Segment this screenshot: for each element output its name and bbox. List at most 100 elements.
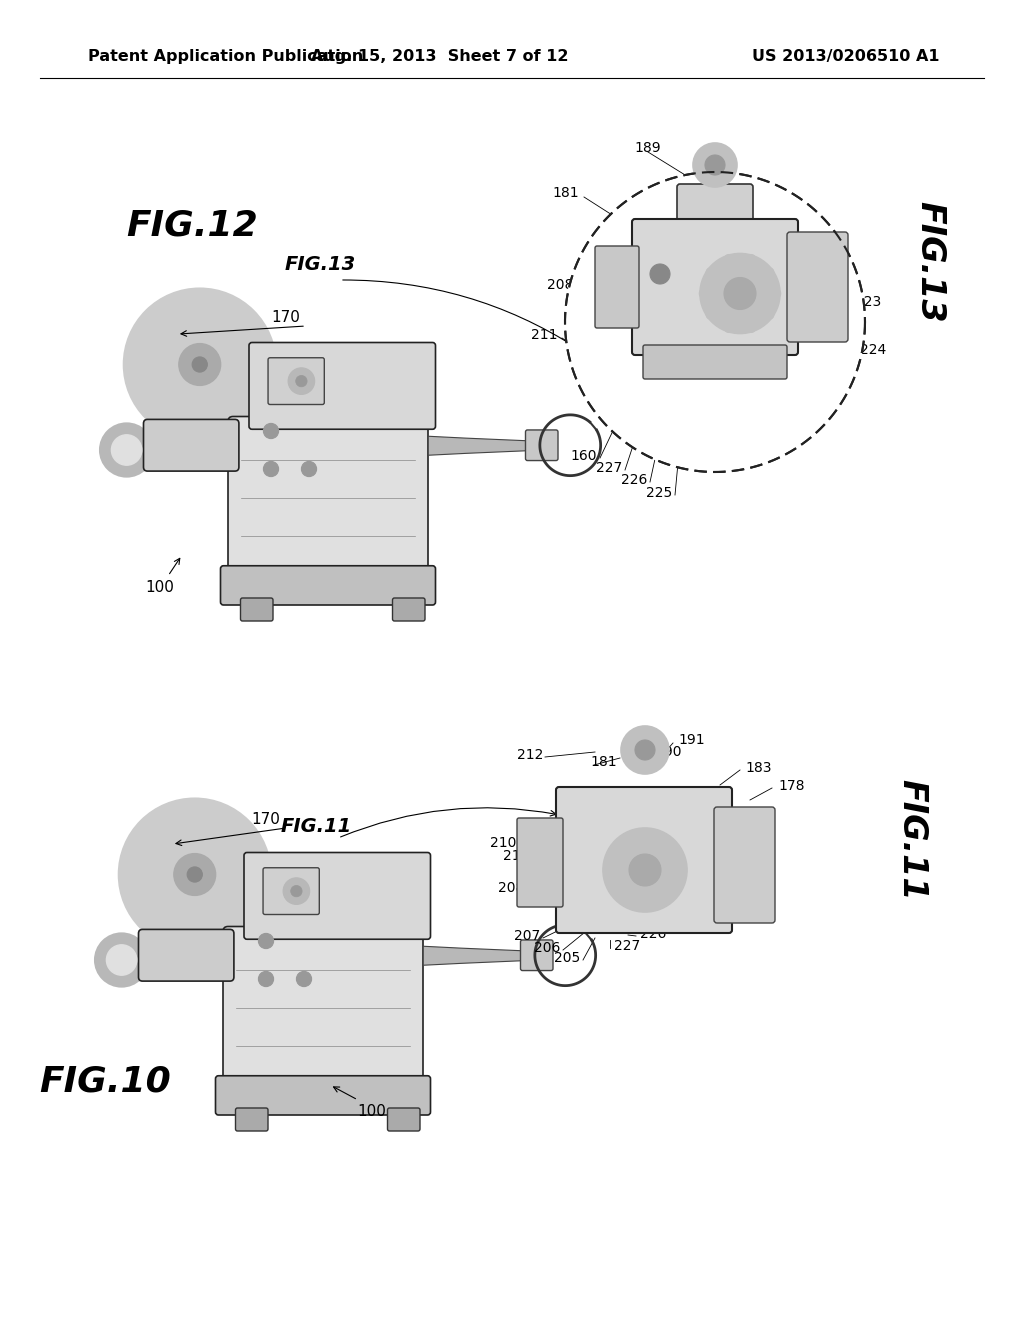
Text: 224: 224 bbox=[860, 343, 886, 356]
Text: Patent Application Publication: Patent Application Publication bbox=[88, 49, 364, 63]
Circle shape bbox=[629, 854, 662, 886]
Circle shape bbox=[629, 830, 639, 840]
Circle shape bbox=[651, 830, 662, 840]
FancyBboxPatch shape bbox=[215, 1076, 430, 1115]
Text: 210: 210 bbox=[489, 836, 516, 850]
Circle shape bbox=[699, 289, 709, 298]
Circle shape bbox=[258, 972, 273, 986]
Text: 226: 226 bbox=[621, 473, 647, 487]
FancyBboxPatch shape bbox=[520, 940, 553, 970]
FancyBboxPatch shape bbox=[392, 598, 425, 620]
Circle shape bbox=[771, 289, 781, 298]
FancyBboxPatch shape bbox=[249, 342, 435, 429]
Circle shape bbox=[629, 900, 639, 911]
Circle shape bbox=[565, 172, 865, 473]
Circle shape bbox=[693, 143, 737, 187]
Text: 224: 224 bbox=[590, 859, 616, 873]
Circle shape bbox=[764, 268, 774, 277]
Text: 160: 160 bbox=[570, 449, 597, 463]
Circle shape bbox=[746, 255, 756, 264]
FancyBboxPatch shape bbox=[677, 183, 753, 222]
Text: 100: 100 bbox=[357, 1105, 386, 1119]
Text: 226: 226 bbox=[640, 927, 667, 941]
Circle shape bbox=[724, 277, 756, 309]
Text: 216: 216 bbox=[720, 891, 746, 906]
Text: 189: 189 bbox=[635, 141, 662, 154]
Circle shape bbox=[603, 865, 613, 875]
Text: FIG.13: FIG.13 bbox=[913, 201, 946, 323]
FancyBboxPatch shape bbox=[714, 807, 775, 923]
Text: 170: 170 bbox=[252, 813, 281, 828]
Circle shape bbox=[650, 264, 670, 284]
Text: 181: 181 bbox=[552, 186, 579, 201]
Circle shape bbox=[610, 843, 621, 853]
Text: 100: 100 bbox=[145, 581, 174, 595]
Circle shape bbox=[179, 343, 220, 385]
FancyBboxPatch shape bbox=[595, 246, 639, 327]
Circle shape bbox=[263, 462, 279, 477]
Text: 178: 178 bbox=[778, 779, 805, 793]
Circle shape bbox=[296, 375, 307, 387]
FancyBboxPatch shape bbox=[525, 430, 558, 461]
Circle shape bbox=[621, 726, 669, 774]
Text: 208: 208 bbox=[547, 279, 573, 292]
FancyBboxPatch shape bbox=[268, 358, 325, 404]
Circle shape bbox=[258, 933, 273, 949]
Text: 223: 223 bbox=[692, 903, 718, 917]
Circle shape bbox=[187, 867, 203, 882]
FancyBboxPatch shape bbox=[263, 867, 319, 915]
Text: 183: 183 bbox=[745, 762, 771, 775]
Text: 227: 227 bbox=[596, 461, 622, 475]
Circle shape bbox=[174, 854, 216, 895]
FancyBboxPatch shape bbox=[236, 1107, 268, 1131]
FancyBboxPatch shape bbox=[138, 929, 233, 981]
Text: FIG.10: FIG.10 bbox=[39, 1065, 171, 1100]
Circle shape bbox=[677, 865, 687, 875]
Circle shape bbox=[119, 799, 270, 950]
Text: FIG.12: FIG.12 bbox=[126, 209, 258, 242]
Circle shape bbox=[724, 255, 734, 264]
Text: 211: 211 bbox=[530, 327, 557, 342]
Circle shape bbox=[651, 900, 662, 911]
Text: Aug. 15, 2013  Sheet 7 of 12: Aug. 15, 2013 Sheet 7 of 12 bbox=[311, 49, 568, 63]
Circle shape bbox=[100, 424, 154, 477]
Circle shape bbox=[106, 945, 137, 975]
FancyBboxPatch shape bbox=[387, 1107, 420, 1131]
Circle shape bbox=[706, 268, 716, 277]
Circle shape bbox=[746, 322, 756, 333]
Circle shape bbox=[288, 368, 314, 395]
FancyBboxPatch shape bbox=[787, 232, 848, 342]
FancyBboxPatch shape bbox=[244, 853, 430, 940]
Circle shape bbox=[193, 356, 207, 372]
Circle shape bbox=[603, 828, 687, 912]
Circle shape bbox=[263, 424, 279, 438]
Circle shape bbox=[95, 933, 148, 986]
Circle shape bbox=[296, 972, 311, 986]
Circle shape bbox=[724, 322, 734, 333]
Text: 190: 190 bbox=[655, 744, 682, 759]
Text: 203: 203 bbox=[521, 858, 547, 873]
Text: 206: 206 bbox=[534, 941, 560, 954]
FancyBboxPatch shape bbox=[143, 420, 239, 471]
FancyBboxPatch shape bbox=[632, 219, 798, 355]
Text: 208: 208 bbox=[498, 880, 524, 895]
Text: 189: 189 bbox=[629, 733, 655, 747]
Text: 225: 225 bbox=[646, 486, 672, 500]
Text: 207: 207 bbox=[514, 929, 540, 942]
Text: 211: 211 bbox=[504, 849, 530, 863]
Text: US 2013/0206510 A1: US 2013/0206510 A1 bbox=[753, 49, 940, 63]
Circle shape bbox=[283, 878, 309, 904]
Circle shape bbox=[700, 253, 780, 334]
Circle shape bbox=[124, 289, 275, 441]
Text: FIG.11: FIG.11 bbox=[281, 817, 351, 837]
Text: 227: 227 bbox=[614, 939, 640, 953]
Text: 201: 201 bbox=[541, 865, 567, 879]
FancyBboxPatch shape bbox=[241, 598, 273, 620]
Circle shape bbox=[635, 741, 655, 760]
Circle shape bbox=[670, 843, 680, 853]
Circle shape bbox=[301, 462, 316, 477]
Circle shape bbox=[706, 310, 716, 319]
FancyBboxPatch shape bbox=[220, 566, 435, 605]
FancyBboxPatch shape bbox=[223, 927, 423, 1089]
Text: 191: 191 bbox=[678, 733, 705, 747]
